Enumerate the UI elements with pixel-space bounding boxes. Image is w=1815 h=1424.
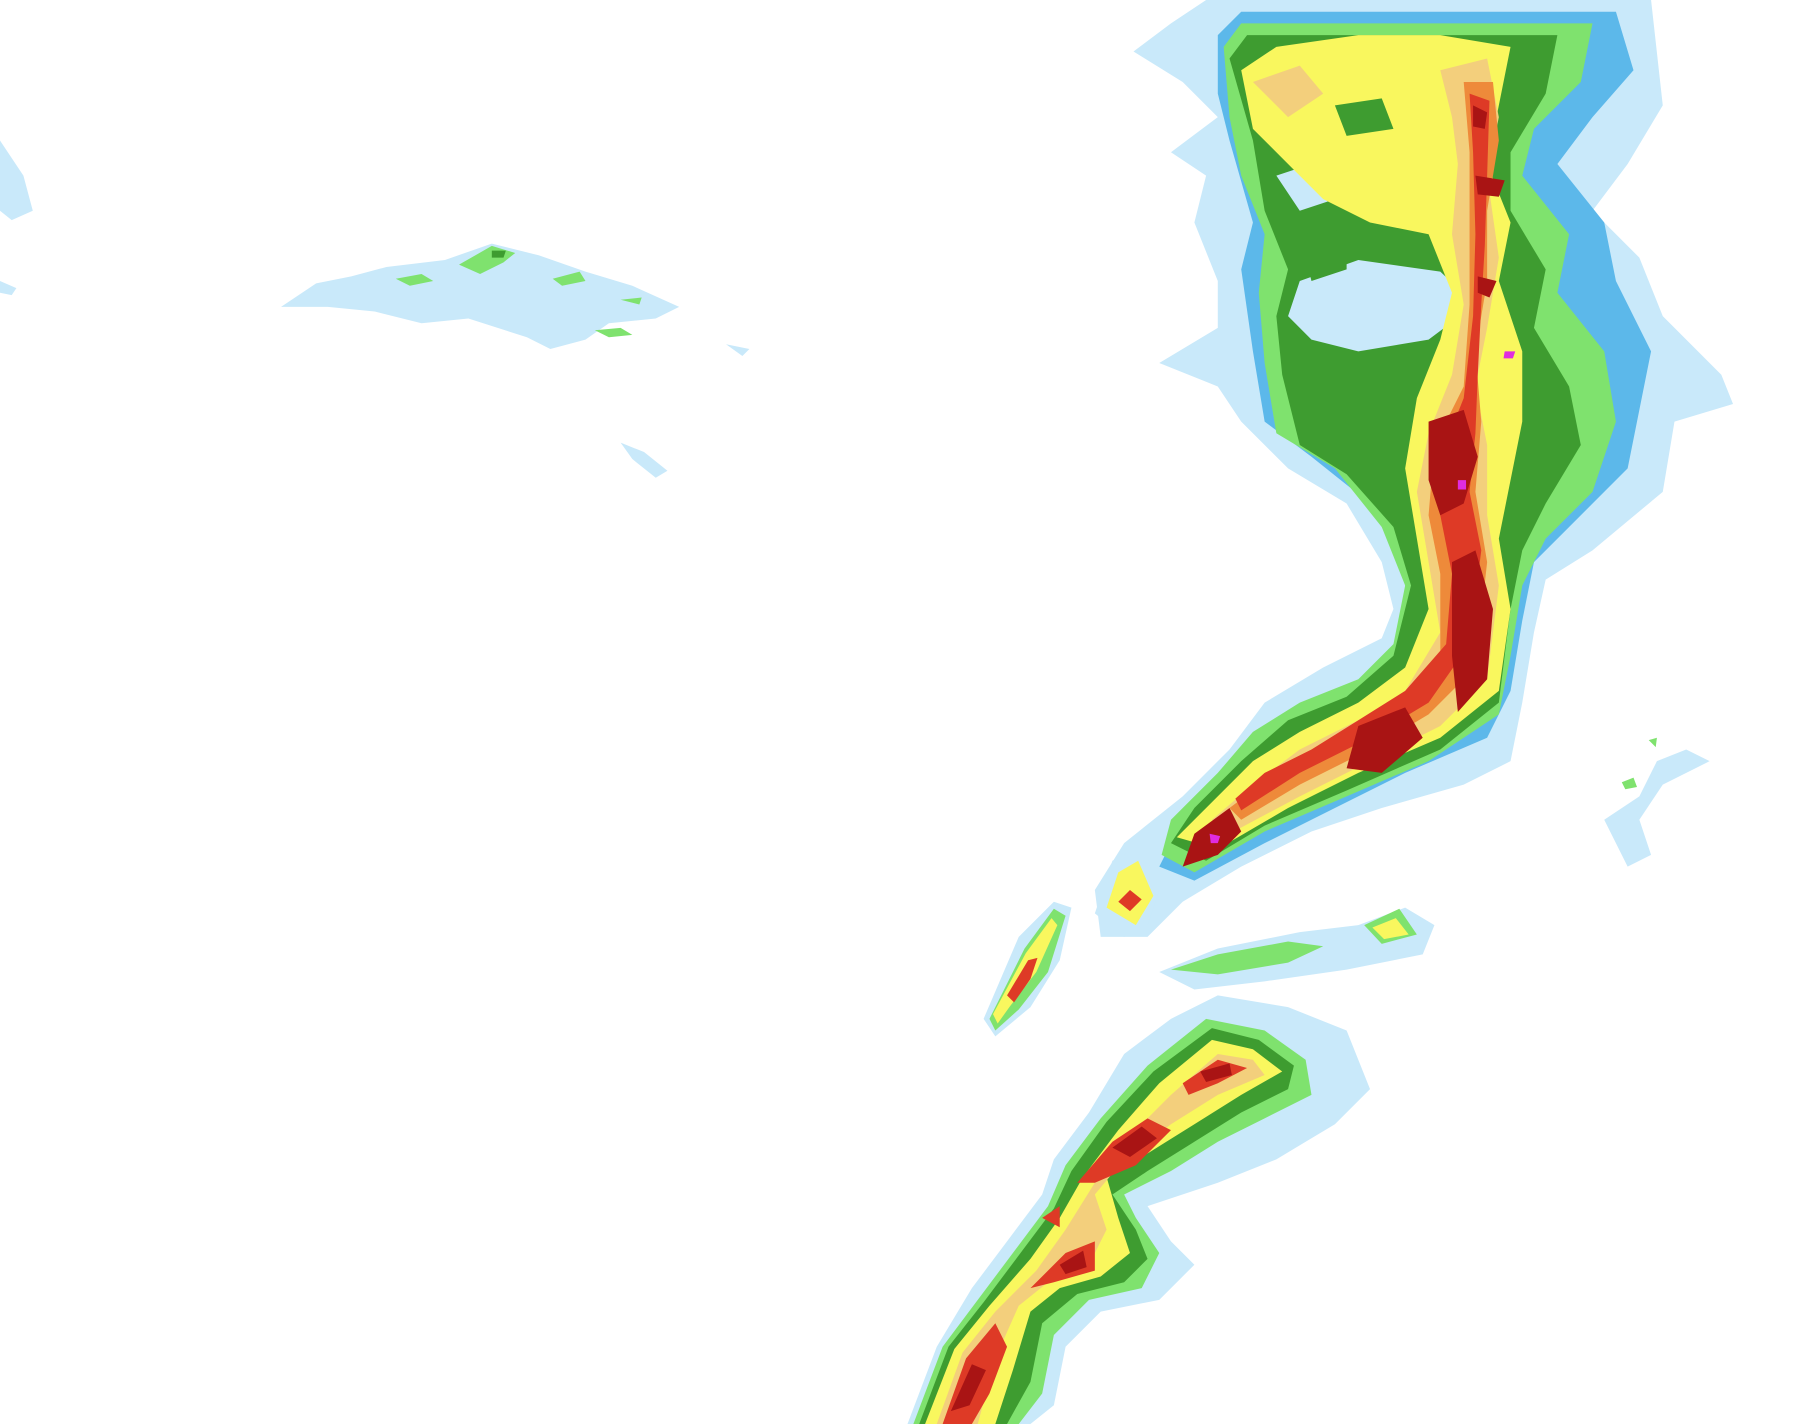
light-rain-hole: [1276, 163, 1476, 352]
isolated-cells: [983, 737, 1710, 1037]
light-rain: [281, 243, 680, 349]
extreme-rain: [950, 1063, 1232, 1412]
strong-rain: [1372, 918, 1409, 940]
heavy-rain: [491, 250, 506, 258]
heavy-rain: [1299, 98, 1394, 282]
intense-rain: [936, 1053, 1265, 1424]
southern-squall-line: [907, 995, 1371, 1424]
main-squall-line: [1094, 0, 1734, 937]
western-echoes: [0, 140, 750, 478]
light-rain: [1604, 749, 1710, 867]
severe-rain: [1007, 957, 1038, 1003]
severe-rain: [942, 1059, 1248, 1424]
extreme-rain: [1182, 105, 1505, 867]
severe-rain: [1118, 890, 1142, 912]
moderate-rain: [1170, 908, 1417, 975]
moderate-rain: [1621, 737, 1657, 790]
